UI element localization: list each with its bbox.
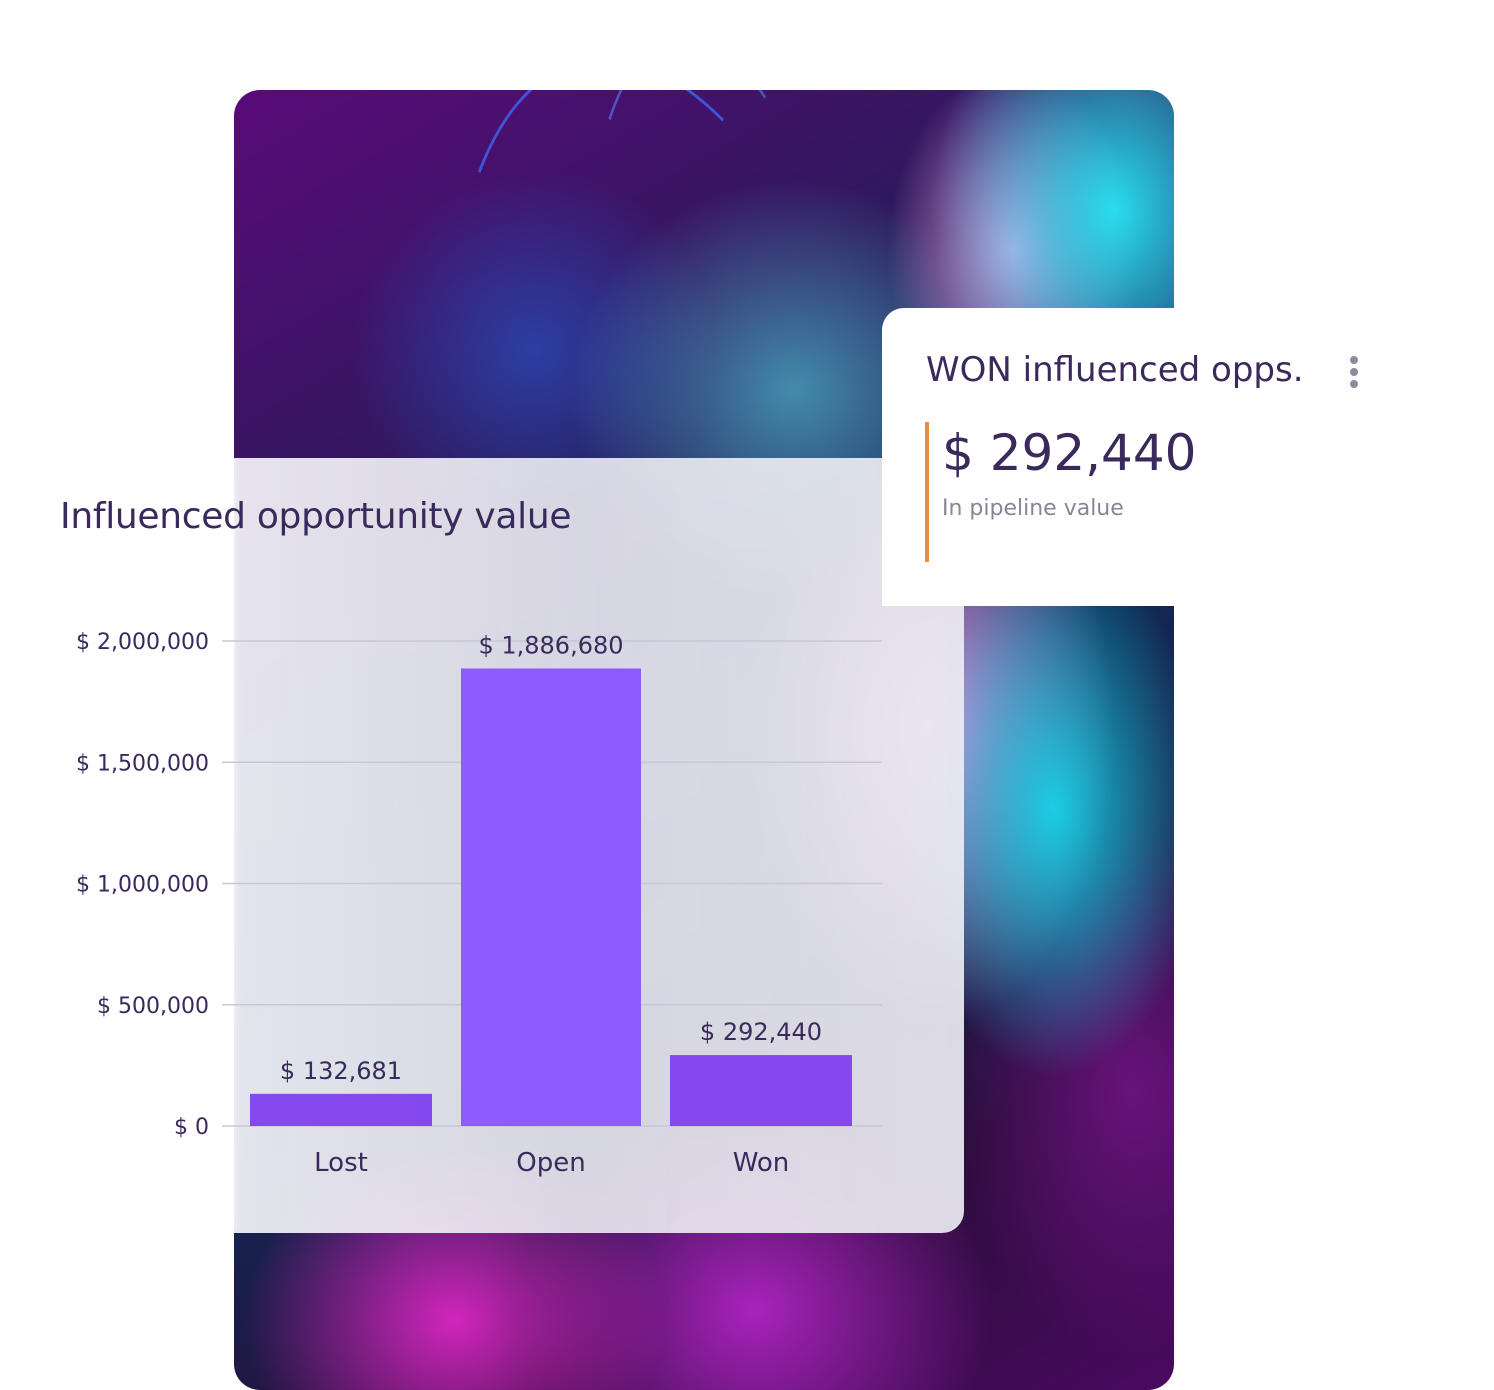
menu-dot <box>1350 368 1358 376</box>
kpi-value: $ 292,440 <box>942 424 1197 482</box>
x-tick-label: Won <box>733 1148 790 1178</box>
menu-dot <box>1350 356 1358 364</box>
bar-won <box>670 1055 852 1126</box>
y-tick-label: $ 500,000 <box>97 994 209 1019</box>
y-tick-label: $ 0 <box>174 1115 209 1140</box>
bar-open <box>461 668 641 1126</box>
chart-title: Influenced opportunity value <box>60 496 572 537</box>
kpi-title: WON influenced opps. <box>926 350 1304 390</box>
bar-value-label: $ 1,886,680 <box>478 631 623 659</box>
bar-lost <box>250 1093 432 1126</box>
x-tick-label: Open <box>516 1148 585 1178</box>
vertical-ellipsis-icon[interactable] <box>1346 356 1362 390</box>
bar-value-label: $ 292,440 <box>700 1018 822 1046</box>
bar-value-label: $ 132,681 <box>280 1057 402 1085</box>
kpi-accent-bar <box>925 422 929 562</box>
y-tick-label: $ 1,000,000 <box>76 873 209 898</box>
y-tick-label: $ 1,500,000 <box>76 751 209 776</box>
y-tick-label: $ 2,000,000 <box>76 630 209 655</box>
menu-dot <box>1350 380 1358 388</box>
x-tick-label: Lost <box>314 1148 368 1178</box>
kpi-card: WON influenced opps. $ 292,440 In pipeli… <box>882 308 1494 606</box>
kpi-subtitle: In pipeline value <box>942 496 1124 521</box>
